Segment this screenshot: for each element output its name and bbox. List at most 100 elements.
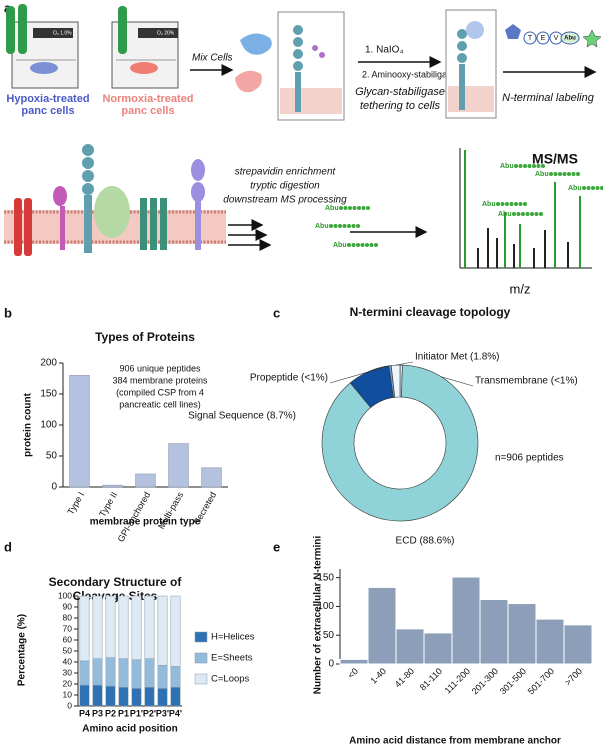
residue-dot bbox=[567, 172, 571, 176]
bar-segment bbox=[157, 688, 168, 707]
residue-dot bbox=[600, 186, 603, 190]
bar-segment bbox=[131, 595, 142, 661]
slice-label: Signal Sequence (8.7%) bbox=[188, 411, 296, 422]
y-tick-label: 50 bbox=[63, 645, 73, 655]
residue-dot bbox=[374, 243, 378, 247]
tethering-label: Glycan-stabiligase bbox=[355, 86, 445, 98]
abu-label: Abu bbox=[498, 211, 512, 218]
x-tick-label: 501-700 bbox=[526, 666, 556, 696]
abu-label: Abu bbox=[333, 242, 347, 249]
normoxia-label: Normoxia-treated bbox=[102, 93, 193, 105]
residue-dot bbox=[512, 212, 516, 216]
residue-dot bbox=[532, 164, 536, 168]
y-tick-label: 40 bbox=[63, 656, 73, 666]
chart-title: Secondary Structure of bbox=[49, 575, 183, 589]
residue-dot bbox=[356, 224, 360, 228]
bar-segment bbox=[79, 684, 90, 707]
bar bbox=[395, 628, 425, 665]
annotation: 384 membrane proteins bbox=[112, 375, 208, 385]
leader-line bbox=[329, 365, 391, 384]
residue-dot bbox=[595, 186, 600, 190]
y-tick-label: 80 bbox=[63, 612, 73, 622]
y-tick-label: 90 bbox=[63, 601, 73, 611]
bar bbox=[535, 618, 565, 665]
x-tick-label: 1-40 bbox=[368, 666, 388, 686]
residue-dot bbox=[549, 172, 553, 176]
y-tick-label: 0 bbox=[51, 482, 57, 493]
peptide-residue: E bbox=[541, 35, 546, 42]
o2-readout: O₂ 20% bbox=[157, 30, 175, 36]
bar-segment bbox=[92, 595, 103, 659]
step-label: 1. NaIO₄ bbox=[365, 45, 404, 56]
y-tick-label: 100 bbox=[317, 601, 334, 612]
abu-label: Abu bbox=[568, 185, 582, 192]
bar bbox=[451, 576, 481, 665]
residue-dot bbox=[516, 212, 521, 216]
y-tick-label: 70 bbox=[63, 623, 73, 633]
x-tick-label: >700 bbox=[563, 666, 584, 687]
peptide-residue: T bbox=[528, 35, 533, 42]
y-tick-label: 150 bbox=[40, 389, 57, 400]
residue-dot bbox=[523, 164, 527, 168]
bar bbox=[339, 658, 369, 665]
bar-segment bbox=[144, 658, 155, 688]
residue-dot bbox=[356, 243, 360, 247]
residue-dot bbox=[348, 206, 352, 210]
residue-dot bbox=[509, 202, 514, 206]
peptide-head bbox=[505, 24, 521, 39]
y-axis-label: Number of extracellular N-termini bbox=[313, 536, 324, 695]
y-tick-label: 60 bbox=[63, 634, 73, 644]
donut-slice bbox=[390, 364, 401, 398]
residue-dot bbox=[591, 186, 595, 190]
x-tick-label: P4' bbox=[169, 708, 182, 718]
residue-dot bbox=[505, 202, 509, 206]
residue-dot bbox=[369, 243, 374, 247]
residue-dot bbox=[586, 186, 591, 190]
o2-readout: O₂ 1.0% bbox=[53, 30, 72, 36]
residue-dot bbox=[351, 243, 356, 247]
abu-label: Abu bbox=[325, 205, 339, 212]
leader-line bbox=[395, 361, 414, 366]
bar-segment bbox=[118, 595, 129, 659]
bar-segment bbox=[79, 660, 90, 686]
bar bbox=[367, 586, 397, 665]
x-tick-label: P3' bbox=[156, 708, 169, 718]
residue-dot bbox=[365, 243, 369, 247]
bar-segment bbox=[105, 595, 116, 658]
bar bbox=[168, 443, 189, 488]
x-tick-label: 81-110 bbox=[418, 666, 444, 692]
residue-dot bbox=[347, 224, 351, 228]
y-tick-label: 100 bbox=[40, 420, 57, 431]
star bbox=[582, 29, 602, 48]
legend-label: H=Helices bbox=[211, 632, 255, 643]
slice-label: Initiator Met (1.8%) bbox=[415, 352, 499, 363]
residue-dot bbox=[338, 224, 342, 228]
bar-segment bbox=[79, 595, 90, 662]
y-tick-label: 50 bbox=[46, 451, 58, 462]
abu-label: Abu bbox=[482, 201, 496, 208]
slice-label: Transmembrane (<1%) bbox=[475, 376, 578, 387]
residue-dot bbox=[539, 212, 543, 216]
x-tick-label: Secreted bbox=[192, 490, 219, 526]
peptide-residue: V bbox=[554, 35, 559, 42]
x-axis-label: membrane protein type bbox=[90, 517, 201, 528]
bar-segment bbox=[92, 684, 103, 707]
cell-membrane bbox=[4, 144, 226, 256]
y-tick-label: 0 bbox=[328, 659, 334, 670]
legend-label: E=Sheets bbox=[211, 653, 253, 664]
legend-swatch bbox=[194, 631, 208, 643]
residue-dot bbox=[514, 202, 518, 206]
spectrum bbox=[459, 148, 592, 269]
residue-dot bbox=[329, 224, 333, 228]
bar-segment bbox=[118, 687, 129, 707]
bar-segment bbox=[131, 659, 142, 689]
hypoxia-label: Hypoxia-treated bbox=[6, 93, 89, 105]
x-tick-label: P1' bbox=[130, 708, 143, 718]
residue-dot bbox=[343, 206, 348, 210]
x-tick-label: Type II bbox=[97, 490, 119, 518]
y-tick-label: 10 bbox=[63, 689, 73, 699]
residue-dot bbox=[553, 172, 558, 176]
residue-dot bbox=[333, 224, 338, 228]
residue-dot bbox=[342, 224, 347, 228]
bar bbox=[69, 375, 90, 488]
